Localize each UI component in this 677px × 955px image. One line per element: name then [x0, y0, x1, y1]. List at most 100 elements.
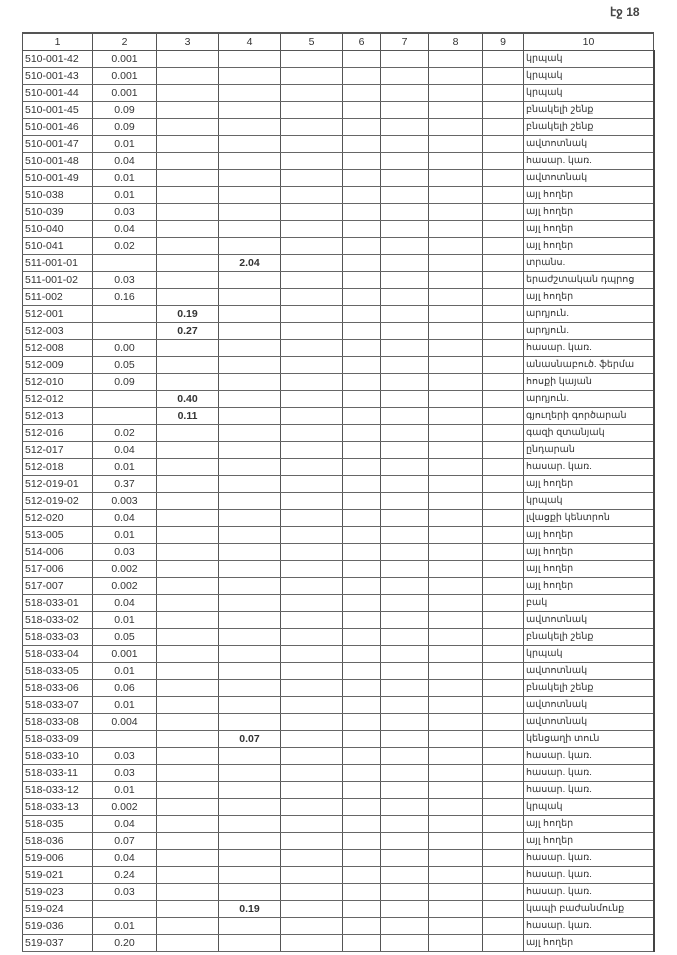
- column-8-cell: [428, 560, 483, 578]
- column-6-cell: [342, 832, 381, 850]
- column-7-cell: [380, 747, 429, 765]
- column-3-cell: [156, 849, 219, 867]
- column-8-cell: [428, 135, 483, 153]
- column-6-cell: [342, 900, 381, 918]
- table-row: 511-001-01 2.04 տրանս.: [22, 254, 655, 272]
- column-6-cell: [342, 730, 381, 748]
- column-5-cell: [280, 492, 343, 510]
- land-use-cell: կրպակ: [523, 798, 655, 816]
- land-use-cell: ավտոտնակ: [523, 135, 655, 153]
- parcel-code-cell: 518-035: [22, 815, 93, 833]
- column-9-cell: [482, 390, 524, 408]
- land-use-cell: այլ հողեր: [523, 560, 655, 578]
- column-5-cell: [280, 781, 343, 799]
- column-6-cell: [342, 373, 381, 391]
- column-4-cell: [218, 271, 281, 289]
- land-use-cell: այլ հողեր: [523, 577, 655, 595]
- column-5-cell: [280, 169, 343, 187]
- column-8-cell: [428, 934, 483, 952]
- table-row: 519-037 0.20 այլ հողեր: [22, 934, 655, 952]
- parcel-code-cell: 510-001-48: [22, 152, 93, 170]
- column-3-cell: [156, 118, 219, 136]
- column-5-cell: [280, 764, 343, 782]
- column-2-cell: 0.001: [92, 645, 157, 663]
- column-3-cell: [156, 509, 219, 527]
- column-3-cell: [156, 186, 219, 204]
- land-use-cell: գազի զտանյակ: [523, 424, 655, 442]
- column-6-cell: [342, 135, 381, 153]
- column-6-cell: [342, 339, 381, 357]
- column-5-cell: [280, 50, 343, 68]
- land-use-cell: հասար. կառ.: [523, 458, 655, 476]
- land-use-cell: երաժշտական դպրոց: [523, 271, 655, 289]
- column-9-cell: [482, 458, 524, 476]
- column-3-cell: [156, 645, 219, 663]
- column-header-2: 2: [92, 32, 157, 51]
- column-3-cell: [156, 577, 219, 595]
- land-use-cell: ընդարան: [523, 441, 655, 459]
- land-use-cell: հասար. կառ.: [523, 917, 655, 935]
- column-5-cell: [280, 118, 343, 136]
- column-6-cell: [342, 866, 381, 884]
- column-2-cell: 0.09: [92, 101, 157, 119]
- column-3-cell: [156, 764, 219, 782]
- column-2-cell: 0.04: [92, 815, 157, 833]
- column-8-cell: [428, 662, 483, 680]
- column-7-cell: [380, 798, 429, 816]
- column-7-cell: [380, 186, 429, 204]
- column-2-cell: 0.09: [92, 373, 157, 391]
- column-7-cell: [380, 900, 429, 918]
- table-row: 518-033-08 0.004 ավտոտնակ: [22, 713, 655, 731]
- column-3-cell: [156, 169, 219, 187]
- table-row: 518-035 0.04 այլ հողեր: [22, 815, 655, 833]
- parcel-code-cell: 510-001-44: [22, 84, 93, 102]
- column-6-cell: [342, 118, 381, 136]
- column-9-cell: [482, 220, 524, 238]
- column-4-cell: [218, 815, 281, 833]
- column-4-cell: [218, 356, 281, 374]
- land-use-cell: կենցաղի տուն: [523, 730, 655, 748]
- parcel-code-cell: 512-001: [22, 305, 93, 323]
- column-6-cell: [342, 509, 381, 527]
- column-2-cell: 0.02: [92, 424, 157, 442]
- column-8-cell: [428, 815, 483, 833]
- parcel-code-cell: 519-023: [22, 883, 93, 901]
- column-8-cell: [428, 441, 483, 459]
- column-9-cell: [482, 407, 524, 425]
- land-use-cell: հասար. կառ.: [523, 866, 655, 884]
- land-use-cell: ավտոտնակ: [523, 611, 655, 629]
- parcel-code-cell: 510-040: [22, 220, 93, 238]
- column-4-cell: 2.04: [218, 254, 281, 272]
- land-use-cell: ավտոտնակ: [523, 169, 655, 187]
- column-9-cell: [482, 696, 524, 714]
- land-use-cell: կրպակ: [523, 645, 655, 663]
- land-use-cell: այլ հողեր: [523, 220, 655, 238]
- column-8-cell: [428, 679, 483, 697]
- parcel-code-cell: 513-005: [22, 526, 93, 544]
- column-7-cell: [380, 203, 429, 221]
- column-4-cell: [218, 203, 281, 221]
- column-7-cell: [380, 271, 429, 289]
- column-8-cell: [428, 237, 483, 255]
- column-6-cell: [342, 254, 381, 272]
- column-8-cell: [428, 900, 483, 918]
- land-use-cell: լվացքի կենտրոն: [523, 509, 655, 527]
- column-4-cell: [218, 543, 281, 561]
- column-3-cell: [156, 152, 219, 170]
- column-2-cell: 0.002: [92, 560, 157, 578]
- column-6-cell: [342, 356, 381, 374]
- column-3-cell: [156, 237, 219, 255]
- column-5-cell: [280, 305, 343, 323]
- column-6-cell: [342, 815, 381, 833]
- table-row: 510-001-49 0.01 ավտոտնակ: [22, 169, 655, 187]
- parcel-code-cell: 519-006: [22, 849, 93, 867]
- land-register-table: 1 2 3 4 5 6 7 8 9 10 510-001-42 0.001 կրպակ 510-001-…: [22, 32, 655, 952]
- column-6-cell: [342, 713, 381, 731]
- column-2-cell: 0.03: [92, 271, 157, 289]
- column-6-cell: [342, 152, 381, 170]
- column-2-cell: 0.20: [92, 934, 157, 952]
- column-9-cell: [482, 917, 524, 935]
- column-3-cell: [156, 271, 219, 289]
- column-7-cell: [380, 67, 429, 85]
- parcel-code-cell: 512-008: [22, 339, 93, 357]
